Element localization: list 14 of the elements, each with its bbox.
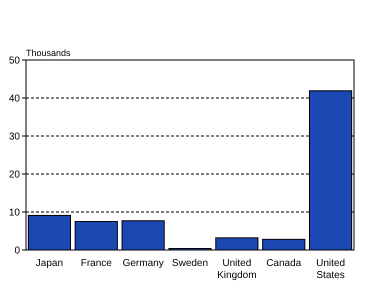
x-tick-label: France — [80, 258, 112, 269]
y-tick-label: 40 — [8, 94, 20, 104]
x-tick-label: Japan — [36, 258, 64, 269]
x-tick-label: United States — [316, 258, 346, 281]
y-tick-label: 10 — [8, 208, 20, 218]
x-tick-label: United Kingdom — [217, 258, 257, 281]
x-tick-label: Canada — [266, 258, 302, 269]
x-tick-label: Germany — [122, 258, 164, 269]
y-tick-label: 30 — [8, 132, 20, 142]
y-tick-label: 50 — [8, 56, 20, 66]
x-tick-label: Sweden — [172, 258, 208, 269]
y-axis-title: Thousands — [26, 48, 72, 58]
y-tick-label: 0 — [14, 246, 20, 256]
y-tick-label: 20 — [8, 170, 20, 180]
